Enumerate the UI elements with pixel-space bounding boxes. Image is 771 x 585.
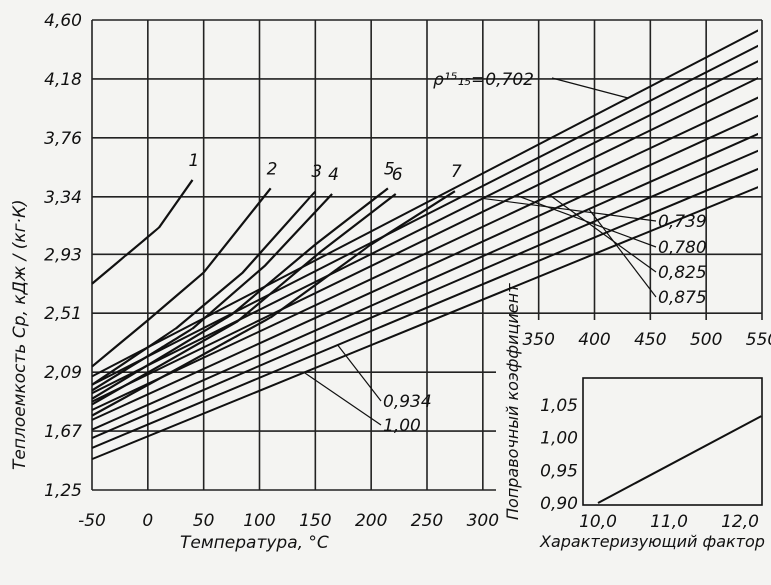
- density-line: [91, 44, 758, 386]
- boundary-curve: [91, 179, 194, 285]
- inset-y-tick-label: 1,05: [540, 396, 578, 416]
- density-value-label: 0,739: [658, 212, 707, 232]
- density-line: [91, 132, 758, 431]
- curve-label: 6: [392, 165, 403, 185]
- x-tick-label: 250: [411, 511, 443, 531]
- label-leaders: [303, 77, 657, 426]
- x-tick-label: 100: [243, 511, 275, 531]
- inset-y-axis-title: Поправочный коэффициент: [503, 283, 522, 520]
- boundary-curve: [91, 187, 272, 368]
- density-line: [91, 96, 758, 411]
- density-lines: [91, 29, 758, 461]
- density-line: [91, 60, 758, 395]
- curve-label: 7: [451, 162, 462, 182]
- label-leader: [551, 77, 629, 99]
- density-value-label: 1,00: [383, 416, 421, 436]
- y-tick-label: 3,34: [44, 188, 82, 208]
- boundary-curve: [91, 190, 317, 386]
- x-tick-label: 150: [299, 511, 331, 531]
- boundary-curve: [91, 190, 456, 417]
- density-label: ρ¹⁵₁₅=0,702: [433, 70, 534, 90]
- x2-tick-label: 350: [522, 330, 554, 350]
- x2-tick-label: 450: [634, 330, 666, 350]
- curve-label: 1: [189, 151, 200, 171]
- inset-series-line: [597, 415, 762, 504]
- density-value-label: 0,875: [658, 288, 707, 308]
- y-tick-label: 1,25: [44, 481, 82, 501]
- curve-label: 2: [267, 159, 278, 179]
- y-axis-title: Теплоемкость Cp, кДж / (кг·К): [10, 199, 30, 470]
- label-leader: [303, 372, 382, 426]
- y-tick-label: 4,18: [44, 70, 82, 90]
- curve-label: 4: [328, 165, 339, 185]
- density-value-label: 0,825: [658, 263, 707, 283]
- inset-panel: [496, 320, 763, 585]
- x-tick-label: -50: [78, 511, 106, 531]
- inset-x-tick-label: 12,0: [721, 512, 759, 532]
- label-leader: [549, 194, 657, 273]
- boundary-curves: [91, 179, 456, 417]
- inset-x-axis-title: Характеризующий фактор: [539, 532, 765, 551]
- inset-frame: [582, 377, 763, 506]
- inset-y-tick-label: 0,90: [540, 494, 578, 514]
- x-axis-title: Температура, °C: [180, 533, 329, 553]
- boundary-curve: [91, 193, 333, 392]
- x-tick-label: 0: [142, 511, 153, 531]
- density-line: [91, 186, 758, 461]
- x2-tick-label: 550: [746, 330, 771, 350]
- density-line: [91, 167, 758, 449]
- density-line: [91, 149, 758, 440]
- tick-labels: 1 2 3 4 56 70,7390,7800,8250,8750,9341,004,60…: [44, 11, 771, 532]
- inset-y-tick-label: 0,95: [540, 461, 578, 481]
- density-line: [91, 76, 758, 403]
- x2-tick-label: 500: [690, 330, 722, 350]
- inset-chart: [582, 377, 763, 506]
- y-tick-label: 4,60: [44, 11, 82, 31]
- inset-x-tick-label: 10,0: [579, 512, 617, 532]
- curve-label: 3: [311, 162, 322, 182]
- x2-tick-label: 400: [578, 330, 610, 350]
- inset-y-tick-label: 1,00: [540, 429, 578, 449]
- curve-label: 5: [384, 159, 395, 179]
- x-tick-label: 50: [193, 511, 215, 531]
- x-tick-label: 300: [467, 511, 499, 531]
- density-value-label: 0,934: [383, 392, 432, 412]
- x-tick-label: 200: [355, 511, 387, 531]
- boundary-curve: [91, 187, 389, 400]
- label-leader: [588, 208, 657, 298]
- y-tick-label: 2,93: [44, 245, 82, 265]
- density-line: [91, 114, 758, 421]
- y-tick-label: 2,09: [44, 363, 82, 383]
- density-value-label: 0,780: [658, 238, 707, 258]
- label-leader: [337, 344, 382, 402]
- y-tick-label: 2,51: [44, 304, 82, 324]
- y-tick-label: 1,67: [44, 422, 82, 442]
- y-tick-label: 3,76: [44, 129, 82, 149]
- boundary-curve: [91, 193, 397, 406]
- inset-x-tick-label: 11,0: [650, 512, 688, 532]
